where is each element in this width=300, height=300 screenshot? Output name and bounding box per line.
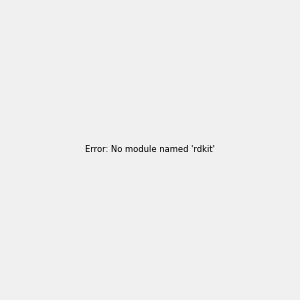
Text: Error: No module named 'rdkit': Error: No module named 'rdkit' [85,146,215,154]
